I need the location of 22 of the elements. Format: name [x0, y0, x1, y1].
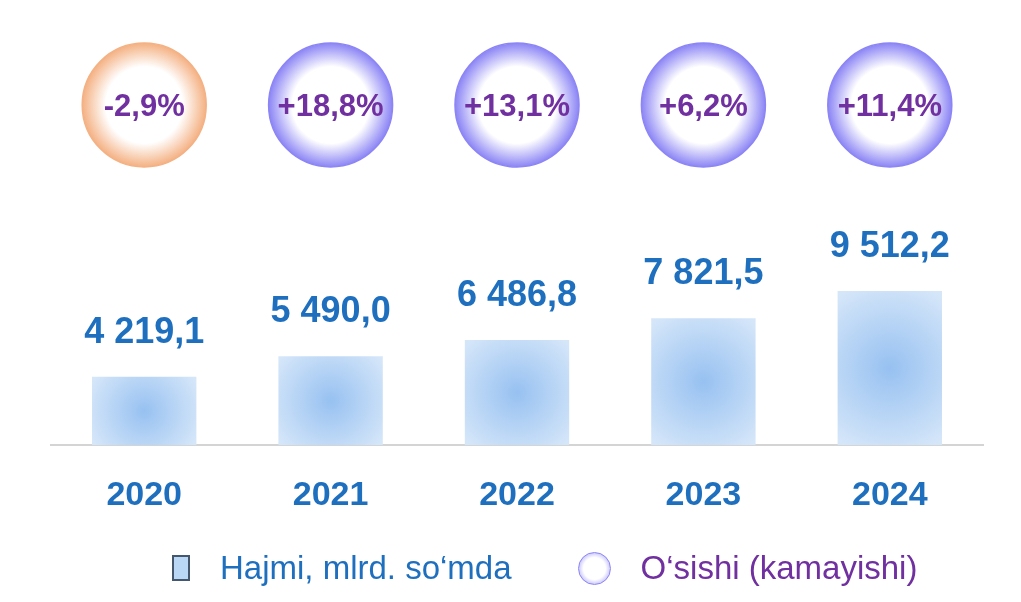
bar	[92, 376, 197, 446]
data-label: 6 486,8	[456, 272, 578, 314]
x-tick-label: 2022	[479, 473, 555, 512]
data-label: -2,9%	[103, 87, 185, 123]
data-label: +11,4%	[837, 87, 942, 123]
bar	[278, 356, 383, 446]
data-label: +18,8%	[277, 87, 384, 123]
bar	[464, 339, 570, 446]
data-label: +6,2%	[659, 87, 748, 123]
legend-label: O‘sishi (kamayishi)	[640, 548, 918, 588]
data-label: 5 490,0	[270, 289, 391, 331]
legend-label: Hajmi, mlrd. so‘mda	[220, 548, 512, 588]
bar	[837, 290, 942, 446]
data-label: 7 821,5	[643, 251, 764, 293]
x-tick-label: 2020	[106, 473, 183, 512]
x-tick-label: 2021	[292, 473, 369, 512]
bar	[651, 318, 756, 446]
x-tick-label: 2023	[665, 473, 742, 512]
data-label: 4 219,1	[84, 309, 205, 351]
data-label: +13,1%	[463, 87, 571, 123]
x-tick-label: 2024	[851, 473, 928, 512]
data-label: 9 512,2	[829, 223, 950, 265]
